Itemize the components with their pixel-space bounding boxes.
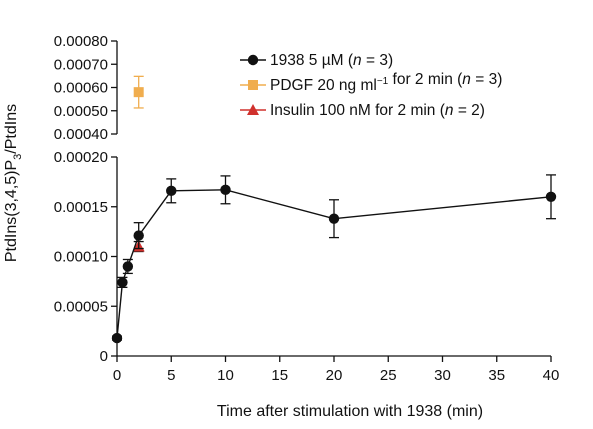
- upper-y-axis: 0.00040 0.00050 0.00060 0.00070 0.00080: [54, 33, 118, 143]
- x-tick-label: 35: [488, 367, 505, 384]
- x-tick-label: 25: [380, 367, 397, 384]
- upper-y-tick-label: 0.00070: [54, 56, 108, 73]
- y-axis-title: PtdIns(3,4,5)P3/PtdIns: [3, 104, 24, 262]
- upper-y-tick-label: 0.00080: [54, 33, 108, 50]
- x-tick-label: 15: [271, 367, 288, 384]
- data-point-circle: [166, 185, 177, 197]
- series-square: [133, 75, 144, 109]
- upper-y-tick-label: 0.00040: [54, 126, 108, 143]
- legend-label-part: = 3): [471, 71, 502, 88]
- x-tick-label: 0: [113, 367, 121, 384]
- data-point-circle: [133, 230, 144, 241]
- lower-y-tick-label: 0.00010: [54, 249, 108, 266]
- lower-y-axis: 0 0.00005 0.00010 0.00015 0.00020: [54, 149, 118, 365]
- upper-y-tick-label: 0.00060: [54, 80, 108, 97]
- legend-label-part: µ: [322, 52, 331, 69]
- plot-area: [111, 75, 557, 344]
- legend-label-part: PDGF 20 ng ml: [270, 77, 377, 94]
- legend: 1938 5 µM (n = 3)PDGF 20 ng ml−1 for 2 m…: [240, 52, 502, 119]
- data-point-circle: [122, 261, 134, 272]
- legend-label-part: for 2 min (: [388, 71, 463, 88]
- data-point-circle: [117, 277, 128, 288]
- x-tick-label: 5: [167, 367, 175, 384]
- legend-label-part: = 2): [454, 102, 485, 119]
- lower-y-tick-label: 0.00020: [54, 149, 108, 166]
- x-tick-label: 40: [543, 367, 560, 384]
- legend-label-part: Insulin 100 nM for 2 min (: [270, 102, 446, 119]
- legend-entry: PDGF 20 ng ml−1 for 2 min (n = 3): [240, 71, 502, 94]
- lower-y-tick-label: 0.00005: [54, 298, 108, 315]
- legend-label-part: n: [445, 102, 454, 119]
- legend-label-part: −1: [377, 76, 389, 87]
- legend-entry: Insulin 100 nM for 2 min (n = 2): [240, 102, 485, 119]
- legend-entry: 1938 5 µM (n = 3): [240, 52, 393, 69]
- y-axis-title-rest: /PtdIns: [3, 104, 20, 154]
- y-axis-title-main: PtdIns(3,4,5)P: [3, 160, 20, 262]
- x-tick-label: 20: [326, 367, 343, 384]
- x-tick-label: 30: [434, 367, 451, 384]
- x-axis-title: Time after stimulation with 1938 (min): [217, 403, 483, 420]
- lower-y-tick-label: 0: [100, 348, 108, 365]
- x-tick-label: 10: [217, 367, 234, 384]
- data-point-square: [133, 87, 144, 98]
- legend-label-part: 1938 5: [270, 52, 322, 69]
- legend-label: 1938 5 µM (n = 3): [270, 52, 393, 69]
- data-point-circle: [545, 191, 557, 202]
- legend-label-part: = 3): [362, 52, 393, 69]
- x-axis: 0 5 10 15 20 25 30 35 40: [113, 355, 560, 384]
- data-point-circle: [111, 332, 123, 344]
- upper-y-tick-label: 0.00050: [54, 103, 108, 120]
- legend-label: PDGF 20 ng ml−1 for 2 min (n = 3): [270, 71, 502, 94]
- lower-y-tick-label: 0.00015: [54, 199, 108, 216]
- legend-label-part: n: [353, 52, 362, 69]
- y-axis-title-subscript: 3: [12, 154, 24, 160]
- data-point-circle: [328, 213, 340, 224]
- series-circle: [111, 174, 557, 344]
- data-point-circle: [220, 184, 231, 196]
- legend-swatch-square: [248, 80, 258, 90]
- legend-label-part: M (: [331, 52, 354, 69]
- legend-swatch-triangle: [247, 104, 259, 115]
- legend-label-part: n: [462, 71, 471, 88]
- legend-swatch-circle: [247, 54, 259, 66]
- legend-label: Insulin 100 nM for 2 min (n = 2): [270, 102, 485, 119]
